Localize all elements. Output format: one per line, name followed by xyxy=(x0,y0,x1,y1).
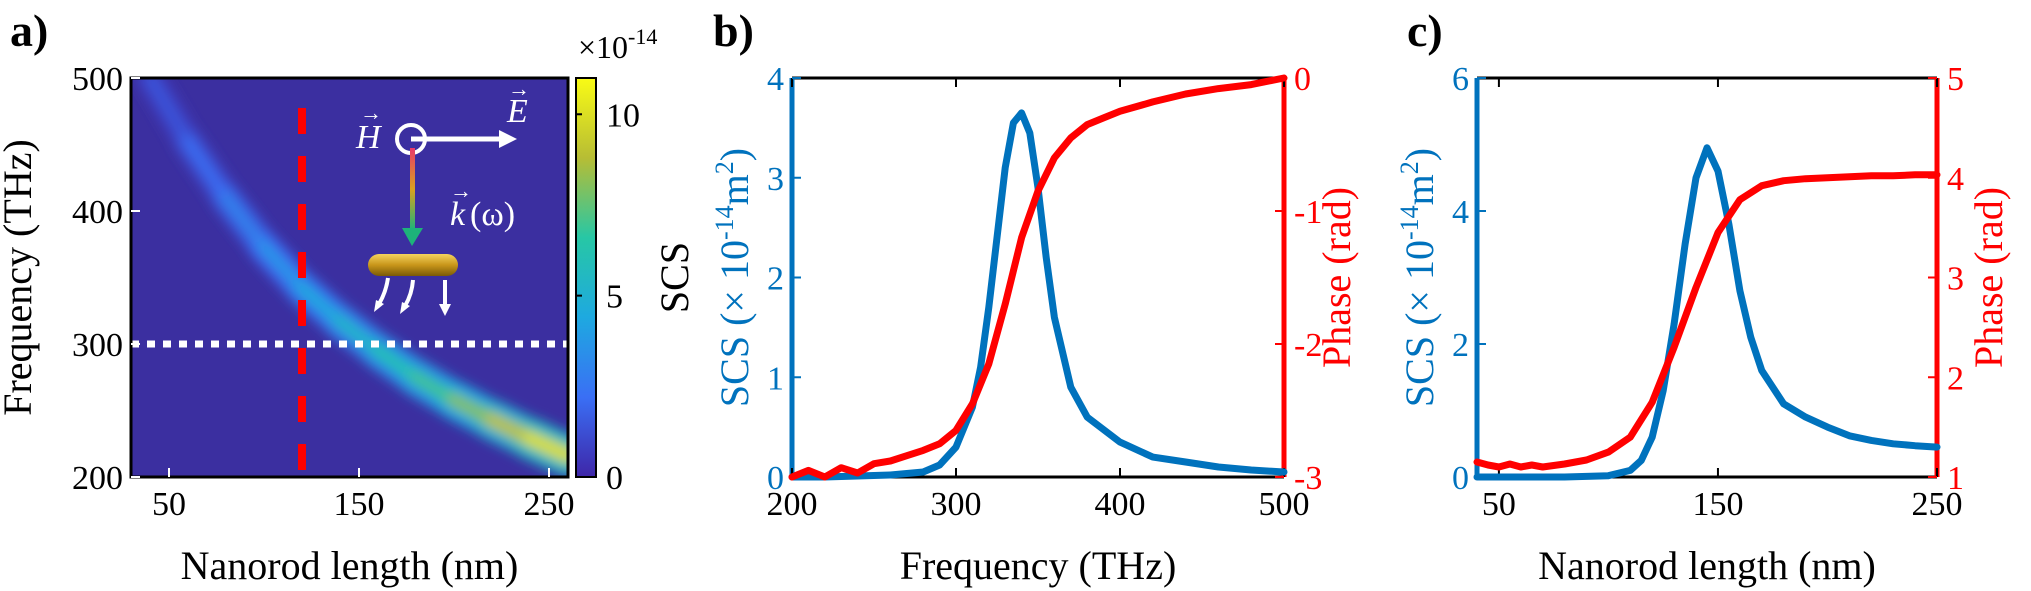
colorbar-tick-label: 5 xyxy=(606,279,623,316)
y-left-label-part: m xyxy=(1397,174,1442,205)
y-left-tick-label: 4 xyxy=(1452,194,1469,231)
inset-label-h-arrow: → xyxy=(360,100,382,125)
ridge-core-segment xyxy=(220,192,270,253)
inset-label-k: k xyxy=(450,196,466,233)
panel-label-b: b) xyxy=(713,5,754,56)
y-tick-label: 300 xyxy=(72,327,123,364)
y-right-tick-label: 5 xyxy=(1947,61,1964,98)
y-left-tick-label: 0 xyxy=(767,460,784,497)
colorbar-exponent-base: ×10 xyxy=(578,29,628,65)
colorbar-label: SCS xyxy=(652,242,697,313)
x-axis-label: Nanorod length (nm) xyxy=(1538,543,1876,588)
x-tick-label: 250 xyxy=(1912,486,1963,523)
x-tick-label: 500 xyxy=(1259,486,1310,523)
phase-curve xyxy=(1473,171,1941,471)
phase-curve xyxy=(788,74,1288,481)
y-left-tick-label: 1 xyxy=(767,360,784,397)
x-axis-label: Nanorod length (nm) xyxy=(181,543,519,588)
e-field-arrowhead xyxy=(499,130,517,148)
y-left-tick-label: 2 xyxy=(1452,327,1469,364)
x-axis-label: Frequency (THz) xyxy=(900,543,1177,588)
y-left-label-part: SCS (× 10 xyxy=(1397,240,1442,407)
x-tick-label: 400 xyxy=(1095,486,1146,523)
y-right-tick-label: 3 xyxy=(1947,261,1964,298)
k-vector-arrowhead xyxy=(402,228,423,246)
scs-curve xyxy=(1473,144,1941,481)
y-left-label-part: SCS (× 10 xyxy=(712,240,757,407)
y-left-axis-label: SCS (× 10-14m2) xyxy=(710,148,757,407)
panel-b-frequency-plot: 200 300 400 500 0 1 2 3 4 -3 -2 -1 0 Frequency (THz) S… xyxy=(710,61,1359,588)
ridge-core-segment xyxy=(183,137,231,203)
inset-label-e-arrow: → xyxy=(508,76,530,101)
inset-label-h: H xyxy=(355,119,383,156)
y-left-label-part: ) xyxy=(1397,148,1442,161)
y-right-axis-label: Phase (rad) xyxy=(1966,187,2011,368)
panel-label-c: c) xyxy=(1407,5,1443,56)
y-left-tick-label: 2 xyxy=(767,261,784,298)
y-left-tick-label: 3 xyxy=(767,161,784,198)
y-left-axis-label: SCS (× 10-14m2) xyxy=(1395,148,1442,407)
colorbar-exponent-power: -14 xyxy=(628,24,657,49)
y-right-tick-label: -3 xyxy=(1294,460,1322,497)
y-right-axis-label: Phase (rad) xyxy=(1314,187,1359,368)
x-tick-label: 50 xyxy=(1482,486,1516,523)
y-right-tick-label: 2 xyxy=(1947,360,1964,397)
colorbar-exponent: ×10-14 xyxy=(578,24,657,65)
y-left-label-part: -14 xyxy=(1395,205,1424,240)
inset-label-e: E xyxy=(506,93,528,130)
ridge-core-segment xyxy=(522,430,568,464)
y-left-tick-label: 0 xyxy=(1452,460,1469,497)
y-right-tick-label: -2 xyxy=(1294,327,1322,364)
ridge-core-segment xyxy=(409,370,461,407)
inset-label-k-arrow: → xyxy=(450,178,472,203)
y-left-label-part: 2 xyxy=(710,161,739,174)
panel-a-heatmap: 50 150 250 200 300 400 500 Nanorod length (nm) F… xyxy=(0,61,575,588)
y-tick-label: 400 xyxy=(72,194,123,231)
panel-c-length-plot: 50 150 250 0 2 4 6 1 2 3 4 5 Nanorod length (nm) SCS … xyxy=(1395,61,2011,588)
colorbar-tick-label: 0 xyxy=(606,460,623,497)
y-right-tick-label: 1 xyxy=(1947,460,1964,497)
y-left-label-part: 2 xyxy=(1395,161,1424,174)
y-axis-label: Frequency (THz) xyxy=(0,139,40,416)
y-tick-label: 500 xyxy=(72,61,123,98)
x-tick-label: 50 xyxy=(152,486,186,523)
nanorod-icon xyxy=(368,254,458,276)
x-tick-label: 300 xyxy=(931,486,982,523)
y-right-tick-label: -1 xyxy=(1294,194,1322,231)
y-left-label-part: m xyxy=(712,174,757,205)
ridge-core-segment xyxy=(296,282,346,328)
y-tick-label: 200 xyxy=(72,460,123,497)
y-right-tick-label: 4 xyxy=(1947,161,1964,198)
x-tick-label: 150 xyxy=(1692,486,1743,523)
scattering-arrows xyxy=(377,277,447,308)
ridge-core-segment xyxy=(371,344,423,384)
x-tick-label: 150 xyxy=(334,486,385,523)
scs-curve xyxy=(788,109,1288,481)
x-tick-label: 200 xyxy=(767,486,818,523)
y-left-tick-label: 4 xyxy=(767,61,784,98)
polarization-inset: H → E → k → (ω) xyxy=(355,76,530,316)
y-left-tick-label: 6 xyxy=(1452,61,1469,98)
inset-label-omega: (ω) xyxy=(470,196,515,233)
y-left-label-part: -14 xyxy=(710,205,739,240)
colorbar-tick-label: 10 xyxy=(606,97,640,134)
x-tick-label: 250 xyxy=(524,486,575,523)
colorbar-gradient xyxy=(575,77,597,478)
colorbar: 0 5 10 ×10-14 SCS xyxy=(575,24,697,497)
k-vector-arrow xyxy=(410,148,415,230)
y-right-tick-label: 0 xyxy=(1294,61,1311,98)
ridge-core-segment xyxy=(258,241,308,294)
axes-frame xyxy=(129,76,570,479)
y-left-label-part: ) xyxy=(712,148,757,161)
ridge-core-segment xyxy=(145,78,193,147)
panel-label-a: a) xyxy=(10,5,48,56)
